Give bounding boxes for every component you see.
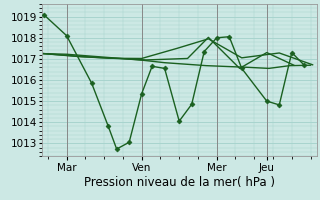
X-axis label: Pression niveau de la mer( hPa ): Pression niveau de la mer( hPa ) [84, 176, 275, 189]
